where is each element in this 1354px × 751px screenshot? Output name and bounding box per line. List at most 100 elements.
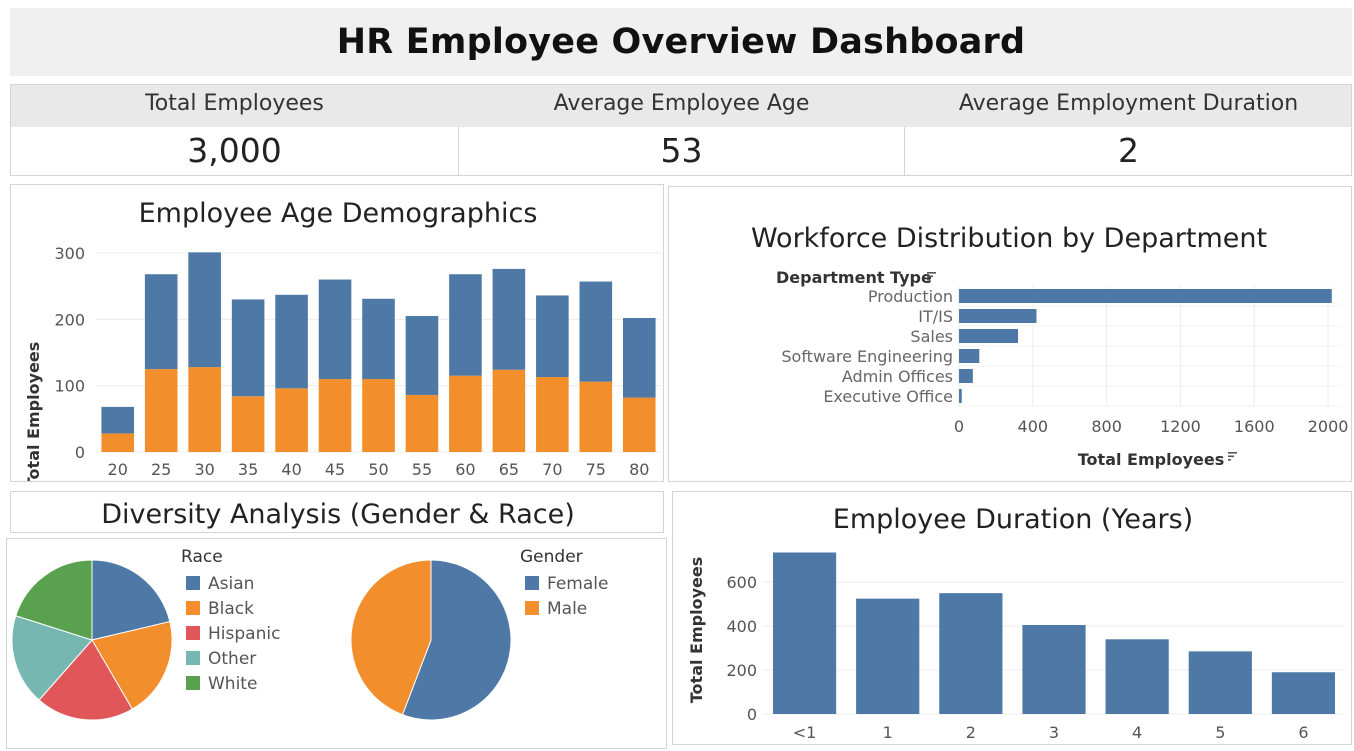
dashboard-title: HR Employee Overview Dashboard: [336, 22, 1026, 62]
age-x-tick-label: 80: [629, 460, 649, 479]
department-x-tick-label: 2000: [1308, 417, 1349, 436]
department-bar: [959, 369, 973, 383]
race-legend-swatch: [186, 676, 200, 690]
age-bar-segment: [188, 367, 221, 452]
race-pie-slice: [91, 559, 171, 641]
age-bar-segment: [449, 274, 482, 376]
department-panel: Workforce Distribution by Department Dep…: [668, 186, 1352, 482]
department-label: Executive Office: [823, 387, 953, 406]
duration-x-tick-label: 2: [966, 723, 976, 742]
age-bar-segment: [275, 294, 308, 389]
race-legend-label: Hispanic: [208, 624, 280, 644]
duration-x-tick-label: 4: [1132, 723, 1142, 742]
department-x-tick-label: 0: [954, 417, 964, 436]
department-bar: [959, 309, 1037, 323]
age-bar-segment: [275, 388, 308, 452]
age-x-tick-label: 55: [412, 460, 432, 479]
kpi-value: 2: [1118, 131, 1139, 170]
age-bar-segment: [318, 279, 352, 380]
kpi-label: Average Employment Duration: [958, 91, 1299, 116]
kpi-average-duration: Average Employment Duration 2: [905, 85, 1352, 177]
age-bar-segment: [405, 394, 439, 452]
age-x-tick-label: 70: [542, 460, 562, 479]
age-bar-segment: [579, 381, 613, 452]
duration-chart-title: Employee Duration (Years): [833, 504, 1193, 535]
department-x-tick-label: 800: [1091, 417, 1122, 436]
gender-legend-swatch: [525, 576, 539, 590]
age-x-tick-label: 45: [325, 460, 345, 479]
department-bar: [959, 389, 962, 403]
age-bar-segment: [405, 316, 439, 395]
dashboard-title-bar: HR Employee Overview Dashboard: [10, 8, 1352, 76]
age-bar-segment: [492, 369, 526, 452]
age-x-tick-label: 50: [368, 460, 388, 479]
duration-y-axis-label: Total Employees: [687, 557, 706, 703]
kpi-value: 53: [660, 131, 703, 170]
age-x-tick-label: 30: [194, 460, 214, 479]
sort-icon[interactable]: [927, 272, 936, 281]
age-bar-segment: [144, 274, 178, 370]
age-bar-segment: [536, 377, 569, 452]
age-x-tick-label: 60: [455, 460, 475, 479]
age-bar-segment: [579, 281, 613, 382]
department-x-tick-label: 1200: [1160, 417, 1201, 436]
kpi-label: Total Employees: [145, 91, 324, 116]
kpi-average-age: Average Employee Age 53: [458, 85, 905, 177]
age-bar-segment: [318, 379, 352, 452]
age-bar-segment: [144, 369, 178, 452]
gender-pie-slice: [350, 559, 432, 716]
age-bar-segment: [231, 299, 265, 397]
department-chart: Workforce Distribution by Department Dep…: [751, 223, 1349, 469]
gender-legend-label: Male: [547, 599, 587, 619]
age-chart: Employee Age Demographics Total Employee…: [24, 198, 661, 488]
gender-legend-label: Female: [547, 574, 608, 594]
age-panel: Employee Age Demographics Total Employee…: [10, 184, 664, 488]
duration-chart: Employee Duration (Years) Total Employee…: [687, 504, 1345, 742]
duration-bar: [1188, 651, 1252, 714]
duration-bar: [772, 552, 837, 714]
age-bar-segment: [362, 298, 395, 380]
kpi-divider: [904, 127, 905, 176]
kpi-total-employees: Total Employees 3,000: [11, 85, 458, 177]
age-x-tick-label: 25: [151, 460, 171, 479]
age-bar-segment: [492, 268, 526, 370]
age-bar-segment: [362, 379, 395, 452]
age-bar-segment: [231, 396, 265, 452]
age-y-tick-label: 300: [54, 244, 85, 263]
department-bar: [959, 349, 980, 363]
gender-legend-title: Gender: [520, 547, 583, 567]
diversity-title-panel: Diversity Analysis (Gender & Race): [10, 491, 664, 533]
kpi-label: Average Employee Age: [553, 91, 810, 116]
department-label: Software Engineering: [781, 347, 953, 366]
duration-bar: [1271, 672, 1336, 714]
age-y-tick-label: 200: [54, 310, 85, 329]
race-pie-slice: [38, 639, 133, 721]
duration-bar: [856, 598, 920, 714]
race-legend-label: Asian: [208, 574, 254, 594]
department-x-tick-label: 400: [1018, 417, 1049, 436]
duration-y-tick-label: 400: [726, 617, 757, 636]
race-legend-label: Other: [208, 649, 256, 669]
diversity-panel: Race Asian Black Hispanic Other White Gender…: [6, 538, 667, 749]
kpi-divider: [458, 127, 459, 176]
sort-icon[interactable]: [1228, 452, 1237, 461]
duration-y-tick-label: 200: [726, 661, 757, 680]
duration-bar: [939, 593, 1003, 714]
age-x-tick-label: 40: [281, 460, 301, 479]
race-legend-swatch: [186, 576, 200, 590]
kpi-strip: Total Employees 3,000 Average Employee A…: [10, 84, 1352, 176]
department-label: Admin Offices: [842, 367, 953, 386]
duration-bar: [1022, 625, 1086, 714]
age-x-tick-label: 20: [108, 460, 128, 479]
race-legend-label: Black: [208, 599, 254, 619]
duration-x-tick-label: 1: [883, 723, 893, 742]
age-y-tick-label: 0: [75, 443, 85, 462]
duration-y-tick-label: 600: [726, 573, 757, 592]
diversity-charts: Race Asian Black Hispanic Other White Gender…: [11, 547, 608, 721]
gender-pie-slice: [401, 559, 512, 721]
gender-legend-swatch: [525, 601, 539, 615]
age-y-axis-label: Total Employees: [24, 342, 43, 481]
department-field-label: Department Type: [776, 268, 932, 287]
duration-y-tick-label: 0: [747, 705, 757, 724]
department-chart-title: Workforce Distribution by Department: [751, 223, 1267, 254]
